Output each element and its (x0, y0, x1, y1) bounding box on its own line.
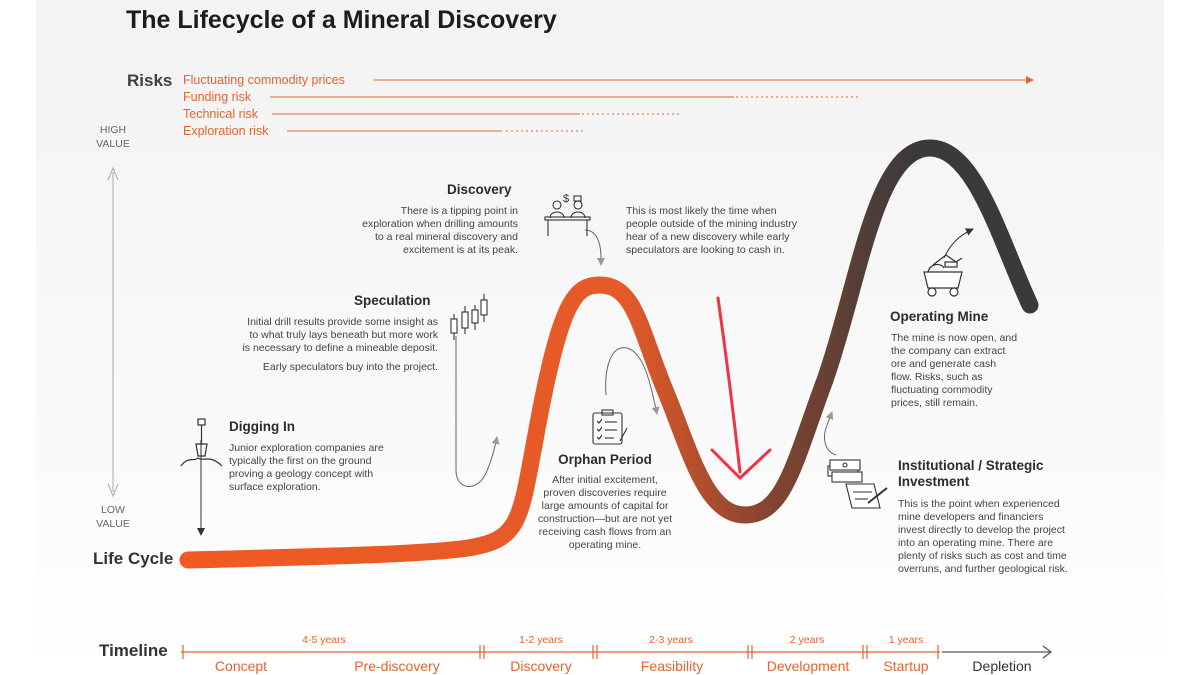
shovel-icon (180, 418, 223, 467)
timeline-label: Timeline (99, 641, 168, 660)
svg-text:$: $ (563, 193, 569, 205)
high-value-label: HIGH VALUE (96, 124, 130, 150)
red-annotation-arrow (710, 296, 772, 480)
candlestick-chart-icon (450, 294, 488, 340)
operating-mine-heading: Operating Mine (890, 309, 989, 324)
discovery-description: There is a tipping point in exploration … (362, 205, 518, 256)
years-feasibility: 2-3 years (649, 634, 693, 646)
risk-exploration: Exploration risk (183, 124, 269, 138)
institutional-arrow (823, 411, 837, 456)
speculation-arrow (455, 336, 500, 487)
years-discovery: 1-2 years (519, 634, 563, 646)
value-axis (107, 166, 119, 498)
phase-discovery: Discovery (510, 658, 572, 674)
orphan-period-heading: Orphan Period (558, 452, 652, 467)
discovery-aside: This is most likely the time when people… (626, 205, 798, 256)
risks-label: Risks (127, 71, 173, 90)
years-concept-prediscovery: 4-5 years (302, 634, 346, 646)
operating-mine-description: The mine is now open, and the company ca… (891, 332, 1018, 409)
lifecycle-curve (179, 139, 1039, 569)
investor-desk-icon: $ (544, 193, 591, 236)
life-cycle-label: Life Cycle (93, 549, 174, 568)
risk-funding: Funding risk (183, 90, 252, 104)
timeline-axis (181, 645, 1052, 659)
speculation-description: Initial drill results provide some insig… (242, 316, 438, 373)
speculation-heading: Speculation (354, 293, 431, 308)
discovery-arrow (584, 229, 605, 266)
phase-concept: Concept (214, 658, 268, 674)
phase-feasibility: Feasibility (640, 658, 704, 674)
phase-depletion: Depletion (972, 658, 1032, 674)
mine-cart-icon (923, 254, 963, 297)
institutional-heading: Institutional / Strategic Investment (898, 458, 1044, 489)
money-and-contract-icon (827, 459, 888, 509)
operating-mine-arrow (943, 228, 974, 259)
risk-technical: Technical risk (183, 107, 259, 121)
institutional-description: This is the point when experienced mine … (898, 498, 1068, 575)
risk-lines (270, 76, 1034, 132)
phase-startup: Startup (883, 658, 929, 674)
digging-in-description: Junior exploration companies are typical… (229, 442, 384, 493)
years-development: 2 years (789, 634, 825, 646)
orphan-period-description: After initial excitement, proven discove… (537, 474, 673, 551)
risk-fluctuating-commodity-prices: Fluctuating commodity prices (183, 73, 345, 87)
clipboard-checklist-icon (592, 409, 628, 445)
phase-development: Development (766, 658, 850, 674)
orphan-period-arrow (605, 347, 660, 415)
discovery-heading: Discovery (447, 182, 512, 197)
digging-in-heading: Digging In (229, 419, 295, 434)
low-value-label: LOW VALUE (96, 504, 130, 530)
years-startup: 1 years (888, 634, 924, 646)
phase-pre-discovery: Pre-discovery (354, 658, 440, 674)
page-title: The Lifecycle of a Mineral Discovery (126, 6, 557, 34)
